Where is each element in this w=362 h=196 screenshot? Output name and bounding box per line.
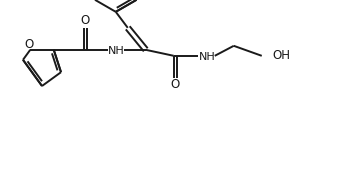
Text: O: O <box>25 38 34 51</box>
Text: NH: NH <box>198 52 215 62</box>
Text: OH: OH <box>273 49 291 62</box>
Text: NH: NH <box>108 46 124 56</box>
Text: O: O <box>170 78 180 91</box>
Text: O: O <box>80 14 89 27</box>
